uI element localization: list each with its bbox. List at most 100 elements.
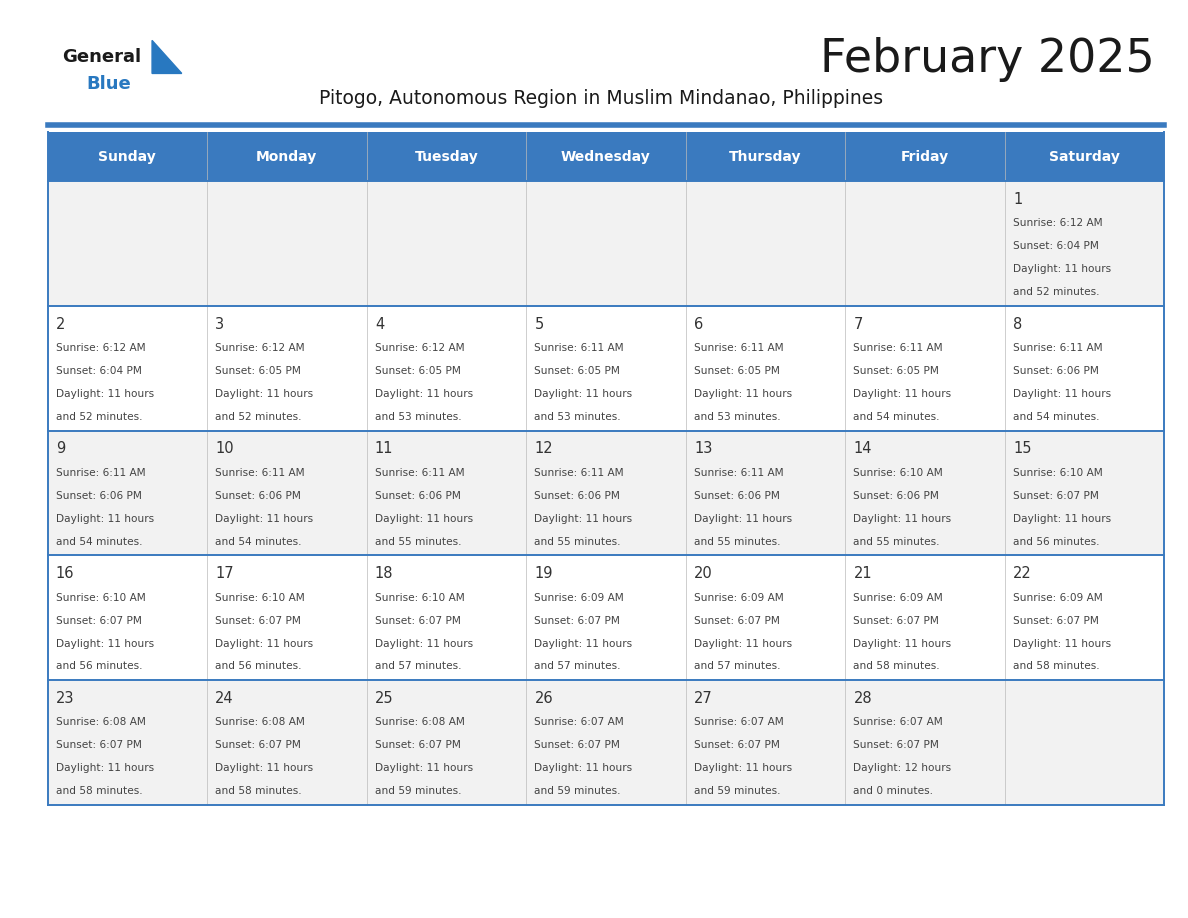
Text: Daylight: 11 hours: Daylight: 11 hours: [56, 514, 154, 523]
Bar: [207, 132, 367, 181]
Text: 11: 11: [375, 442, 393, 456]
Bar: [48, 680, 1164, 805]
Text: Daylight: 12 hours: Daylight: 12 hours: [853, 764, 952, 773]
Text: Daylight: 11 hours: Daylight: 11 hours: [215, 389, 314, 398]
Text: Sunset: 6:06 PM: Sunset: 6:06 PM: [215, 491, 302, 500]
Text: Sunrise: 6:08 AM: Sunrise: 6:08 AM: [375, 718, 465, 727]
Text: Sunrise: 6:08 AM: Sunrise: 6:08 AM: [56, 718, 146, 727]
Text: Sunset: 6:07 PM: Sunset: 6:07 PM: [535, 616, 620, 625]
Bar: [48, 555, 1164, 680]
Text: Sunset: 6:07 PM: Sunset: 6:07 PM: [694, 616, 779, 625]
Text: 9: 9: [56, 442, 65, 456]
Text: 10: 10: [215, 442, 234, 456]
Text: Daylight: 11 hours: Daylight: 11 hours: [56, 639, 154, 648]
Text: and 52 minutes.: and 52 minutes.: [1013, 287, 1100, 297]
Text: Sunrise: 6:11 AM: Sunrise: 6:11 AM: [694, 343, 784, 353]
Text: 22: 22: [1013, 566, 1031, 581]
Text: 20: 20: [694, 566, 713, 581]
Text: 2: 2: [56, 317, 65, 331]
Bar: [48, 132, 207, 181]
Text: and 55 minutes.: and 55 minutes.: [694, 537, 781, 546]
Text: Daylight: 11 hours: Daylight: 11 hours: [375, 764, 473, 773]
Text: Sunset: 6:07 PM: Sunset: 6:07 PM: [694, 741, 779, 750]
Text: Sunrise: 6:11 AM: Sunrise: 6:11 AM: [535, 468, 624, 477]
Text: and 58 minutes.: and 58 minutes.: [215, 787, 302, 796]
Text: 17: 17: [215, 566, 234, 581]
Text: Sunrise: 6:11 AM: Sunrise: 6:11 AM: [853, 343, 943, 353]
Text: Daylight: 11 hours: Daylight: 11 hours: [694, 389, 792, 398]
Bar: [367, 132, 526, 181]
Text: and 53 minutes.: and 53 minutes.: [535, 412, 621, 421]
Bar: [685, 132, 845, 181]
Text: and 56 minutes.: and 56 minutes.: [56, 662, 143, 671]
Text: General: General: [62, 48, 141, 66]
Text: Sunrise: 6:08 AM: Sunrise: 6:08 AM: [215, 718, 305, 727]
Text: Sunrise: 6:10 AM: Sunrise: 6:10 AM: [56, 593, 146, 602]
Text: and 54 minutes.: and 54 minutes.: [56, 537, 143, 546]
Text: Daylight: 11 hours: Daylight: 11 hours: [535, 514, 632, 523]
Text: Daylight: 11 hours: Daylight: 11 hours: [1013, 639, 1111, 648]
Text: 26: 26: [535, 691, 554, 706]
Text: Sunrise: 6:11 AM: Sunrise: 6:11 AM: [215, 468, 305, 477]
Text: Sunset: 6:04 PM: Sunset: 6:04 PM: [56, 366, 141, 375]
Text: and 53 minutes.: and 53 minutes.: [375, 412, 461, 421]
Bar: [48, 181, 1164, 306]
Text: 15: 15: [1013, 442, 1031, 456]
Text: Daylight: 11 hours: Daylight: 11 hours: [56, 389, 154, 398]
Text: Sunrise: 6:11 AM: Sunrise: 6:11 AM: [375, 468, 465, 477]
Text: Sunset: 6:05 PM: Sunset: 6:05 PM: [535, 366, 620, 375]
Text: 1: 1: [1013, 192, 1023, 207]
Text: Sunset: 6:07 PM: Sunset: 6:07 PM: [375, 741, 461, 750]
Text: Daylight: 11 hours: Daylight: 11 hours: [853, 389, 952, 398]
Bar: [48, 431, 1164, 555]
Text: Sunset: 6:07 PM: Sunset: 6:07 PM: [375, 616, 461, 625]
Text: Sunset: 6:07 PM: Sunset: 6:07 PM: [1013, 616, 1099, 625]
Text: Sunset: 6:07 PM: Sunset: 6:07 PM: [56, 616, 141, 625]
Text: Sunset: 6:06 PM: Sunset: 6:06 PM: [694, 491, 779, 500]
Text: Wednesday: Wednesday: [561, 150, 651, 163]
Text: Sunset: 6:07 PM: Sunset: 6:07 PM: [853, 616, 940, 625]
Text: Sunset: 6:06 PM: Sunset: 6:06 PM: [56, 491, 141, 500]
Text: Daylight: 11 hours: Daylight: 11 hours: [853, 639, 952, 648]
Text: Blue: Blue: [87, 75, 132, 94]
Text: Sunrise: 6:07 AM: Sunrise: 6:07 AM: [853, 718, 943, 727]
Text: and 58 minutes.: and 58 minutes.: [56, 787, 143, 796]
Text: and 59 minutes.: and 59 minutes.: [535, 787, 621, 796]
Text: 6: 6: [694, 317, 703, 331]
Text: Sunset: 6:06 PM: Sunset: 6:06 PM: [535, 491, 620, 500]
Text: Sunday: Sunday: [99, 150, 156, 163]
Text: 13: 13: [694, 442, 713, 456]
Text: Sunset: 6:07 PM: Sunset: 6:07 PM: [853, 741, 940, 750]
Text: Daylight: 11 hours: Daylight: 11 hours: [1013, 389, 1111, 398]
Text: Sunset: 6:05 PM: Sunset: 6:05 PM: [853, 366, 940, 375]
Text: Sunset: 6:06 PM: Sunset: 6:06 PM: [1013, 366, 1099, 375]
Text: Daylight: 11 hours: Daylight: 11 hours: [694, 764, 792, 773]
Text: and 56 minutes.: and 56 minutes.: [215, 662, 302, 671]
Text: Monday: Monday: [257, 150, 317, 163]
Text: Sunrise: 6:09 AM: Sunrise: 6:09 AM: [535, 593, 624, 602]
Text: Sunrise: 6:09 AM: Sunrise: 6:09 AM: [853, 593, 943, 602]
Text: and 54 minutes.: and 54 minutes.: [1013, 412, 1100, 421]
Text: Sunset: 6:05 PM: Sunset: 6:05 PM: [375, 366, 461, 375]
Text: Sunrise: 6:09 AM: Sunrise: 6:09 AM: [1013, 593, 1102, 602]
Text: and 55 minutes.: and 55 minutes.: [375, 537, 461, 546]
Bar: [845, 132, 1005, 181]
Text: Sunrise: 6:07 AM: Sunrise: 6:07 AM: [694, 718, 784, 727]
Text: Sunrise: 6:11 AM: Sunrise: 6:11 AM: [535, 343, 624, 353]
Text: Daylight: 11 hours: Daylight: 11 hours: [535, 639, 632, 648]
Text: Sunset: 6:06 PM: Sunset: 6:06 PM: [375, 491, 461, 500]
Text: and 54 minutes.: and 54 minutes.: [853, 412, 940, 421]
Text: Sunrise: 6:10 AM: Sunrise: 6:10 AM: [1013, 468, 1102, 477]
Text: and 54 minutes.: and 54 minutes.: [215, 537, 302, 546]
Text: 14: 14: [853, 442, 872, 456]
Text: Sunset: 6:05 PM: Sunset: 6:05 PM: [694, 366, 779, 375]
Polygon shape: [152, 40, 182, 73]
Text: Daylight: 11 hours: Daylight: 11 hours: [375, 514, 473, 523]
Text: 18: 18: [375, 566, 393, 581]
Text: Pitogo, Autonomous Region in Muslim Mindanao, Philippines: Pitogo, Autonomous Region in Muslim Mind…: [320, 89, 883, 107]
Text: 19: 19: [535, 566, 552, 581]
Bar: [48, 306, 1164, 431]
Text: and 58 minutes.: and 58 minutes.: [1013, 662, 1100, 671]
Text: 24: 24: [215, 691, 234, 706]
Text: and 56 minutes.: and 56 minutes.: [1013, 537, 1100, 546]
